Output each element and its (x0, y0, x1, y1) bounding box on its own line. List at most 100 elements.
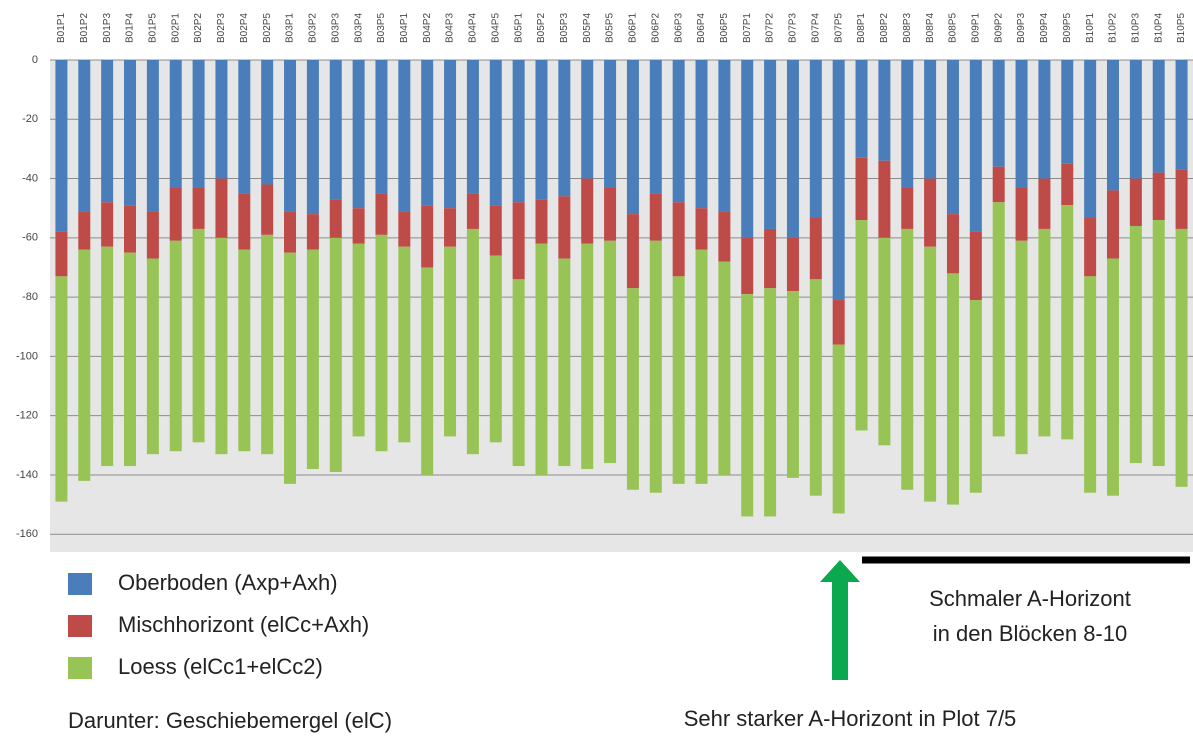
y-tick-label: -20 (22, 113, 38, 125)
bar-segment (489, 205, 502, 256)
bar-segment (238, 249, 251, 452)
bar-segment (878, 60, 891, 161)
bar-segment (375, 60, 388, 194)
bar-segment (398, 211, 411, 247)
bar-segment (261, 60, 274, 185)
bar-segment (946, 60, 959, 215)
bar-segment (832, 60, 845, 301)
bar-segment (1061, 60, 1074, 164)
bar-segment (741, 60, 754, 238)
bar-segment (1129, 60, 1142, 179)
x-tick-label: B09P3 (1016, 13, 1027, 43)
bar-segment (78, 60, 91, 212)
bar-segment (764, 288, 777, 517)
bar-segment (969, 60, 982, 232)
x-tick-label: B06P4 (696, 13, 707, 43)
x-tick-label: B03P1 (285, 13, 296, 43)
bar-segment (718, 211, 731, 262)
bar-segment (1175, 169, 1188, 229)
bar-segment (649, 60, 662, 194)
bar-segment (809, 60, 822, 218)
x-tick-label: B04P2 (422, 13, 433, 43)
bar-segment (329, 237, 342, 472)
x-tick-label: B06P2 (650, 13, 661, 43)
x-tick-label: B10P5 (1176, 13, 1187, 43)
bar-segment (1129, 225, 1142, 464)
x-tick-label: B02P5 (262, 13, 273, 43)
bar-segment (924, 60, 937, 179)
bar-segment (1106, 60, 1119, 191)
bar-segment (192, 228, 205, 443)
bar-segment (261, 234, 274, 455)
bar-segment (992, 60, 1005, 167)
bar-segment (672, 202, 685, 277)
y-tick-label: -160 (16, 528, 38, 540)
x-tick-label: B05P4 (582, 13, 593, 43)
bar-segment (672, 276, 685, 484)
bar-segment (969, 300, 982, 493)
bar-segment (192, 60, 205, 188)
arrow (820, 560, 860, 680)
x-tick-label: B09P2 (993, 13, 1004, 43)
x-tick-label: B10P1 (1085, 13, 1096, 43)
x-tick-label: B07P3 (788, 13, 799, 43)
bar-segment (55, 231, 68, 277)
x-tick-label: B07P4 (810, 13, 821, 43)
bar-segment (695, 249, 708, 484)
bar-segment (421, 205, 434, 268)
bar-segment (1175, 60, 1188, 170)
bar-segment (992, 202, 1005, 437)
x-tick-label: B10P3 (1130, 13, 1141, 43)
bar-segment (489, 255, 502, 443)
bar-segment (352, 60, 365, 209)
annotation: Sehr starker A-Horizont in Plot 7/5 (684, 706, 1017, 731)
bar-segment (421, 267, 434, 475)
bar-segment (901, 187, 914, 229)
x-tick-label: B05P3 (559, 13, 570, 43)
bar-segment (466, 228, 479, 455)
bar-segment (604, 60, 617, 188)
legend-swatch (68, 615, 92, 637)
y-tick-label: -140 (16, 469, 38, 481)
bar-segment (215, 178, 228, 238)
bar-segment (146, 258, 159, 455)
bar-segment (215, 60, 228, 179)
x-tick-label: B08P4 (925, 13, 936, 43)
bar-segment (741, 237, 754, 295)
annotation: Darunter: Geschiebemergel (elC) (68, 708, 392, 733)
bar-segment (215, 237, 228, 455)
x-tick-label: B07P1 (742, 13, 753, 43)
bar-segment (306, 214, 319, 250)
bar-segment (1106, 190, 1119, 259)
bar-segment (741, 294, 754, 517)
bar-segment (1175, 228, 1188, 487)
bar-segment (855, 60, 868, 158)
x-tick-label: B03P3 (330, 13, 341, 43)
x-tick-label: B09P4 (1039, 13, 1050, 43)
bar-segment (78, 211, 91, 250)
annotation: in den Blöcken 8-10 (933, 621, 1127, 646)
x-tick-label: B04P5 (490, 13, 501, 43)
bar-segment (466, 60, 479, 194)
x-tick-label: B01P4 (125, 13, 136, 43)
x-tick-label: B10P4 (1153, 13, 1164, 43)
x-tick-label: B07P5 (833, 13, 844, 43)
bar-segment (581, 178, 594, 244)
bar-segment (786, 60, 799, 238)
x-tick-label: B03P2 (308, 13, 319, 43)
bar-segment (535, 243, 548, 475)
bar-segment (375, 234, 388, 452)
x-tick-label: B06P1 (628, 13, 639, 43)
x-tick-label: B01P5 (148, 13, 159, 43)
bar-segment (855, 157, 868, 221)
legend-label: Oberboden (Axp+Axh) (118, 570, 338, 595)
bar-segment (124, 252, 137, 467)
x-tick-label: B09P5 (1062, 13, 1073, 43)
bar-segment (901, 60, 914, 188)
bar-segment (1106, 258, 1119, 496)
x-tick-label: B07P2 (765, 13, 776, 43)
bar-segment (1038, 178, 1051, 229)
bar-segment (878, 237, 891, 446)
x-tick-label: B05P2 (536, 13, 547, 43)
bar-segment (969, 231, 982, 301)
